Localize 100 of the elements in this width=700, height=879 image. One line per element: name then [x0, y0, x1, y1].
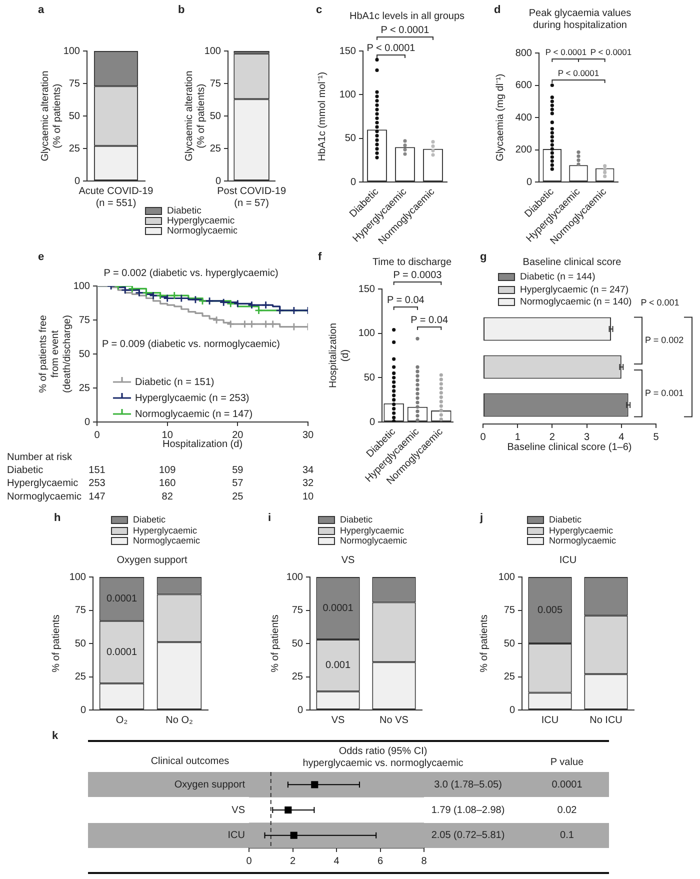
legend-label: Diabetic: [133, 514, 166, 524]
y-axis-title: Clinical outcomes: [150, 756, 230, 768]
y-tick-label: 50: [292, 638, 304, 650]
y-tick-label: 75: [292, 605, 304, 616]
text: a: [38, 4, 44, 16]
legend-label: Normoglycaemic: [340, 535, 408, 546]
text: c: [316, 4, 322, 16]
text: 32: [302, 478, 314, 490]
annotation: P = 0.001: [645, 388, 684, 398]
y-tick-label: 0: [80, 704, 86, 716]
x-tick-label: 3: [584, 432, 590, 443]
text: 59: [232, 464, 244, 476]
x-tick-label: ICU: [541, 714, 559, 726]
legend-label: Hyperglycaemic: [133, 525, 198, 536]
legend-label: Normoglycaemic: [133, 535, 201, 546]
y-tick-label: 0: [74, 176, 80, 187]
text: P < 0.0001: [380, 24, 430, 36]
x-tick-label: 6: [377, 856, 384, 867]
y-tick-label: 150: [339, 46, 356, 57]
text: P value: [550, 756, 584, 768]
chart-title: Time to discharge: [372, 257, 452, 269]
x-tick-label: 5: [653, 432, 660, 443]
text: j: [480, 512, 484, 524]
x-tick-label: 8: [421, 856, 428, 867]
y-axis-title: % of patients: [270, 614, 281, 672]
text: k: [52, 730, 58, 742]
x-tick-label: 0: [480, 432, 486, 443]
text: 109: [158, 464, 176, 476]
y-tick-label: 100: [69, 572, 86, 583]
legend-label: Normoglycaemic: [549, 535, 617, 546]
legend-label: Hyperglycaemic: [340, 525, 405, 536]
annotation: 0.0001: [106, 646, 138, 658]
y-axis-title: % of patients: [50, 614, 62, 672]
y-tick-label: 100: [358, 328, 376, 340]
y-tick-label: 75: [78, 314, 90, 326]
chart-title: Oxygen support: [116, 555, 188, 567]
y-tick-label: 100: [339, 89, 356, 100]
x-tick-label: No ICU: [590, 714, 622, 726]
y-tick-label: 50: [210, 110, 222, 122]
text: 82: [162, 492, 174, 503]
y-tick-label: 0: [369, 416, 376, 428]
text: 160: [158, 478, 176, 490]
text: Diabetic: [7, 464, 44, 476]
y-axis-title: % of patients: [478, 614, 490, 672]
y-tick-label: 600: [515, 80, 532, 91]
y-tick-label: 100: [286, 572, 304, 583]
x-tick-label: No VS: [380, 714, 409, 726]
x-tick-label: 4: [618, 432, 625, 443]
y-tick-label: 25: [74, 672, 86, 682]
annotation: 0.005: [537, 605, 563, 616]
legend-label: Diabetic: [340, 514, 374, 524]
y-tick-label: ICU: [228, 830, 245, 842]
y-tick-label: 75: [74, 605, 86, 616]
text: 34: [302, 464, 314, 476]
annotation: 0.0001: [322, 603, 354, 614]
annotation: P < 0.0001: [558, 68, 600, 78]
y-tick-label: 25: [210, 143, 222, 154]
legend-label: Diabetic (n = 144): [520, 272, 596, 283]
x-axis-title: Odds ratio (95% CI) hyperglycaemic vs. normoglycaemic: [302, 746, 464, 770]
data-label: 3.0 (1.78–5.05): [434, 779, 502, 790]
x-tick-label: Post COVID-19 (n = 57): [217, 186, 286, 209]
y-tick-label: 200: [515, 144, 532, 156]
annotation: P = 0.009 (diabetic vs. normoglycaemic): [102, 338, 280, 350]
x-tick-label: 30: [302, 430, 314, 441]
y-tick-label: 50: [504, 638, 516, 650]
annotation: P = 0.002: [645, 335, 684, 346]
y-tick-label: 150: [358, 284, 376, 295]
annotation: P < 0.0001: [590, 47, 632, 58]
y-tick-label: 50: [344, 133, 356, 144]
y-tick-label: 800: [515, 48, 532, 59]
annotation: 0.001: [325, 660, 351, 672]
chart-title: ICU: [559, 555, 577, 567]
legend-label: Normoglycaemic (n = 147): [135, 408, 253, 420]
x-tick-label: O₂: [116, 714, 128, 726]
y-axis-title: Hospitalization (d): [328, 322, 351, 388]
y-tick-label: 25: [68, 143, 80, 154]
legend-label: Hyperglycaemic (n = 247): [520, 284, 629, 296]
y-tick-label: 100: [63, 46, 80, 57]
text: Number at risk: [7, 452, 74, 463]
x-tick-label: 4: [334, 856, 340, 867]
text: 10: [302, 492, 314, 503]
text: 0.1: [560, 830, 574, 842]
text: Normoglycaemic: [7, 492, 82, 503]
y-tick-label: 400: [515, 112, 532, 124]
x-tick-label: 2: [290, 856, 296, 867]
annotation: 0.0001: [106, 594, 138, 605]
legend-label: Hyperglycaemic: [549, 525, 614, 536]
chart-title: Peak glycaemia values during hospitalization: [528, 8, 632, 32]
y-axis-title: % of patients free from event (death/discharge): [38, 314, 73, 393]
x-tick-label: VS: [331, 714, 345, 726]
y-tick-label: 50: [78, 348, 90, 360]
y-tick-label: 25: [78, 382, 90, 394]
y-tick-label: 0: [350, 176, 356, 188]
y-axis-title: Glycaemia (mg dl⁻¹): [494, 74, 506, 162]
y-tick-label: 0: [297, 704, 304, 716]
y-tick-label: 50: [68, 110, 80, 122]
legend-label: Hyperglycaemic (n = 253): [135, 392, 250, 404]
text: 147: [88, 492, 106, 503]
text: 57: [232, 478, 244, 490]
x-tick-label: 0: [94, 430, 100, 441]
